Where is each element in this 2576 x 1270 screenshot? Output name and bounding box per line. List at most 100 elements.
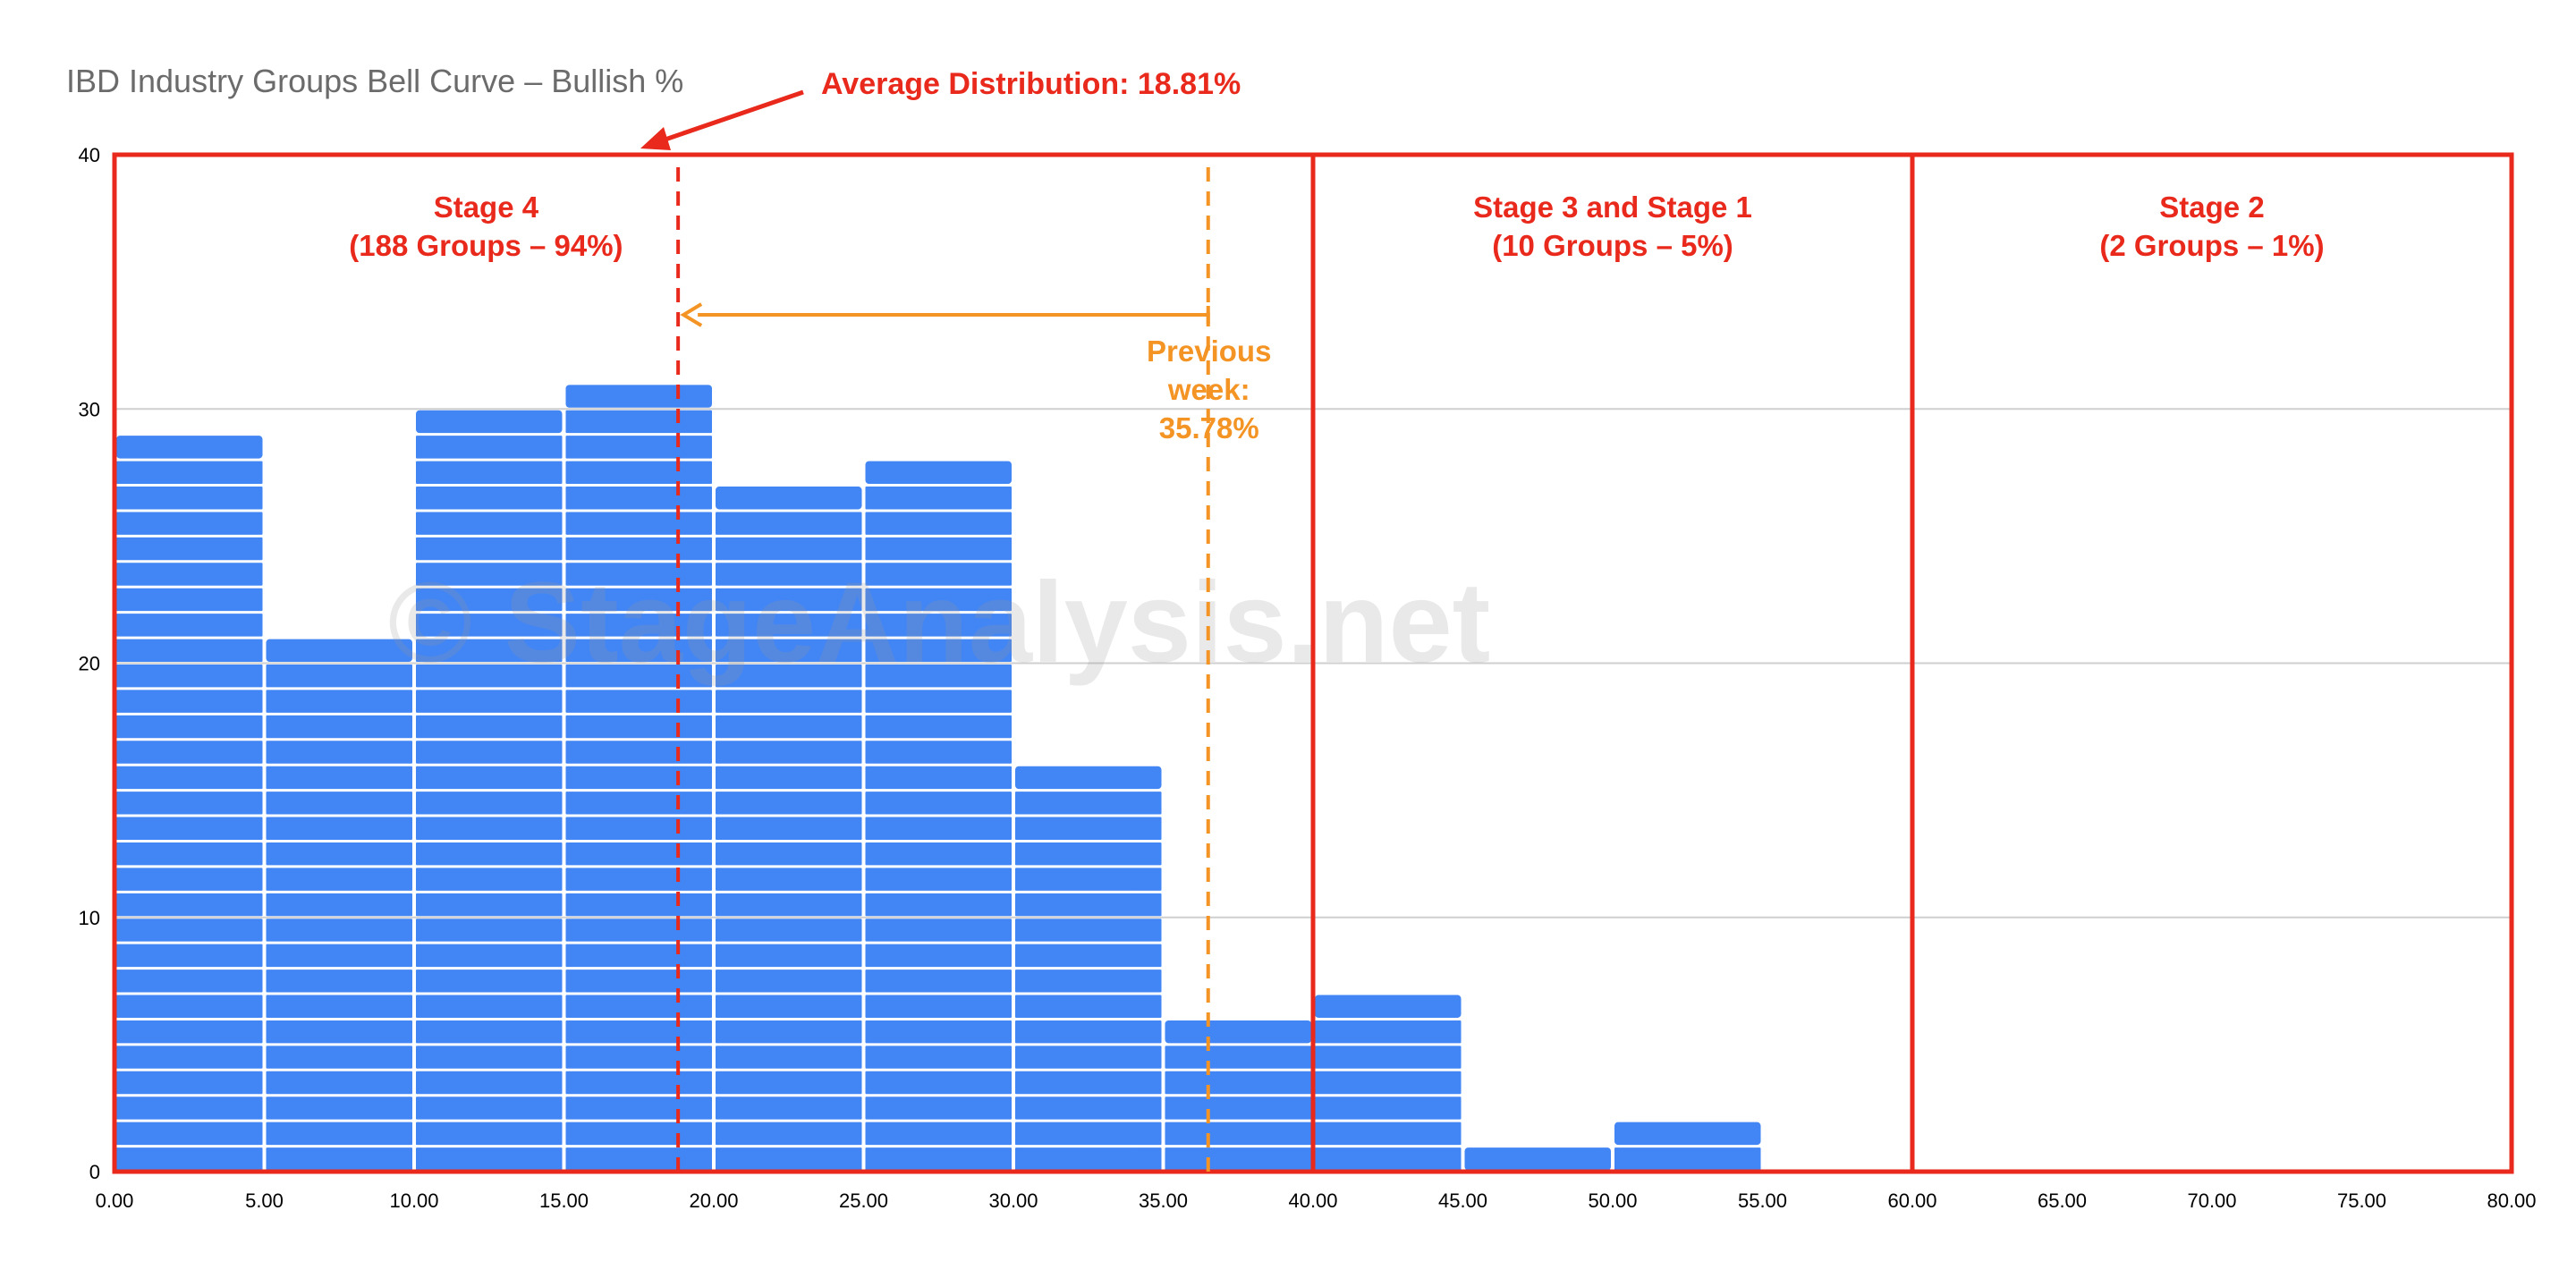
bar-segment bbox=[116, 690, 263, 713]
bar-segment bbox=[565, 1096, 712, 1120]
x-tick-label: 55.00 bbox=[1738, 1190, 1787, 1212]
bar-segment bbox=[565, 919, 712, 942]
bar-segment bbox=[565, 1046, 712, 1069]
bar-segment bbox=[1015, 1071, 1162, 1095]
bar-segment bbox=[266, 1096, 412, 1120]
average-distribution-label: Average Distribution: 18.81% bbox=[821, 67, 1241, 101]
bar-segment bbox=[416, 969, 563, 993]
bar-segment bbox=[416, 461, 563, 485]
reference-lines: Previous week: 35.78% Average Distribution:… bbox=[640, 67, 1271, 1172]
stage-boxes: Stage 4 (188 Groups – 94%) Stage 3 and Sta… bbox=[112, 152, 2514, 1174]
bar-segment bbox=[1015, 1046, 1162, 1069]
bar-segment bbox=[716, 639, 862, 662]
x-tick-label: 70.00 bbox=[2187, 1190, 2236, 1212]
bar-segment bbox=[565, 665, 712, 688]
bar-segment bbox=[266, 1147, 412, 1171]
bar-segment bbox=[116, 944, 263, 968]
bar-segment bbox=[716, 614, 862, 637]
bar-segment bbox=[416, 893, 563, 917]
bar-segment bbox=[565, 842, 712, 866]
bar-segment bbox=[865, 995, 1012, 1018]
stage-detail: (2 Groups – 1%) bbox=[2099, 229, 2324, 262]
bar bbox=[565, 385, 712, 1171]
bar-segment bbox=[416, 512, 563, 535]
bar-segment bbox=[565, 639, 712, 662]
bar-segment bbox=[565, 868, 712, 891]
bar bbox=[716, 487, 862, 1171]
x-tick-label: 50.00 bbox=[1588, 1190, 1637, 1212]
bar-segment bbox=[716, 1096, 862, 1120]
bar-segment bbox=[1015, 792, 1162, 815]
bar-segment bbox=[565, 461, 712, 485]
bar-segment bbox=[416, 1147, 563, 1171]
bar-segment bbox=[716, 537, 862, 561]
bar-segment bbox=[1015, 842, 1162, 866]
bar-segment bbox=[1614, 1122, 1761, 1146]
bar-segment bbox=[266, 842, 412, 866]
bar-segment bbox=[716, 487, 862, 510]
bar-segment bbox=[416, 817, 563, 840]
x-tick-label: 35.00 bbox=[1139, 1190, 1188, 1212]
bar-segment bbox=[865, 944, 1012, 968]
bar-segment bbox=[116, 614, 263, 637]
bar-segment bbox=[1315, 995, 1462, 1018]
bar-segment bbox=[116, 537, 263, 561]
bar-segment bbox=[865, 969, 1012, 993]
bar-segment bbox=[565, 944, 712, 968]
bar-segment bbox=[865, 1122, 1012, 1146]
chart-title: IBD Industry Groups Bell Curve – Bullish… bbox=[66, 63, 683, 99]
bar-segment bbox=[1165, 1046, 1311, 1069]
x-tick-label: 0.00 bbox=[96, 1190, 134, 1212]
bar-segment bbox=[266, 817, 412, 840]
bar-segment bbox=[716, 1122, 862, 1146]
bar-segment bbox=[865, 868, 1012, 891]
y-tick-label: 40 bbox=[79, 144, 100, 166]
bar-segment bbox=[565, 563, 712, 586]
bar-segment bbox=[116, 919, 263, 942]
bar-segment bbox=[416, 563, 563, 586]
bar-segment bbox=[116, 995, 263, 1018]
bar-segment bbox=[416, 410, 563, 434]
bar-segment bbox=[266, 741, 412, 764]
bar-segment bbox=[565, 969, 712, 993]
bar-segment bbox=[865, 715, 1012, 739]
bar bbox=[1464, 1147, 1611, 1171]
bar-segment bbox=[266, 1020, 412, 1044]
bar-segment bbox=[865, 741, 1012, 764]
bar-segment bbox=[1015, 893, 1162, 917]
bar bbox=[116, 436, 263, 1171]
bar-segment bbox=[716, 741, 862, 764]
bar-segment bbox=[416, 487, 563, 510]
bar-segment bbox=[266, 690, 412, 713]
previous-week-label: Previous bbox=[1147, 334, 1271, 368]
bar-segment bbox=[565, 436, 712, 459]
bar-segment bbox=[865, 588, 1012, 612]
bar-segment bbox=[716, 665, 862, 688]
bar-segment bbox=[565, 741, 712, 764]
bar-segment bbox=[865, 690, 1012, 713]
bar-segment bbox=[116, 665, 263, 688]
bar-segment bbox=[565, 893, 712, 917]
bar-segment bbox=[565, 1122, 712, 1146]
bar-segment bbox=[116, 1020, 263, 1044]
bar-segment bbox=[565, 792, 712, 815]
bar-segment bbox=[565, 1071, 712, 1095]
bar-segment bbox=[266, 639, 412, 662]
bar-segment bbox=[416, 588, 563, 612]
x-tick-label: 10.00 bbox=[389, 1190, 438, 1212]
bar-segment bbox=[865, 614, 1012, 637]
bar-segment bbox=[716, 893, 862, 917]
bar-segment bbox=[416, 1020, 563, 1044]
average-arrow-shaft bbox=[654, 89, 804, 146]
bar-segment bbox=[416, 995, 563, 1018]
bar-segment bbox=[416, 436, 563, 459]
bar-segment bbox=[416, 919, 563, 942]
bar-segment bbox=[1165, 1071, 1311, 1095]
stage-label: Stage 4 bbox=[434, 190, 539, 224]
stage-detail: (188 Groups – 94%) bbox=[349, 229, 623, 262]
bar-segment bbox=[865, 1071, 1012, 1095]
y-tick-label: 10 bbox=[79, 907, 100, 929]
bar-segment bbox=[116, 512, 263, 535]
bar-segment bbox=[116, 792, 263, 815]
bar-segment bbox=[416, 741, 563, 764]
